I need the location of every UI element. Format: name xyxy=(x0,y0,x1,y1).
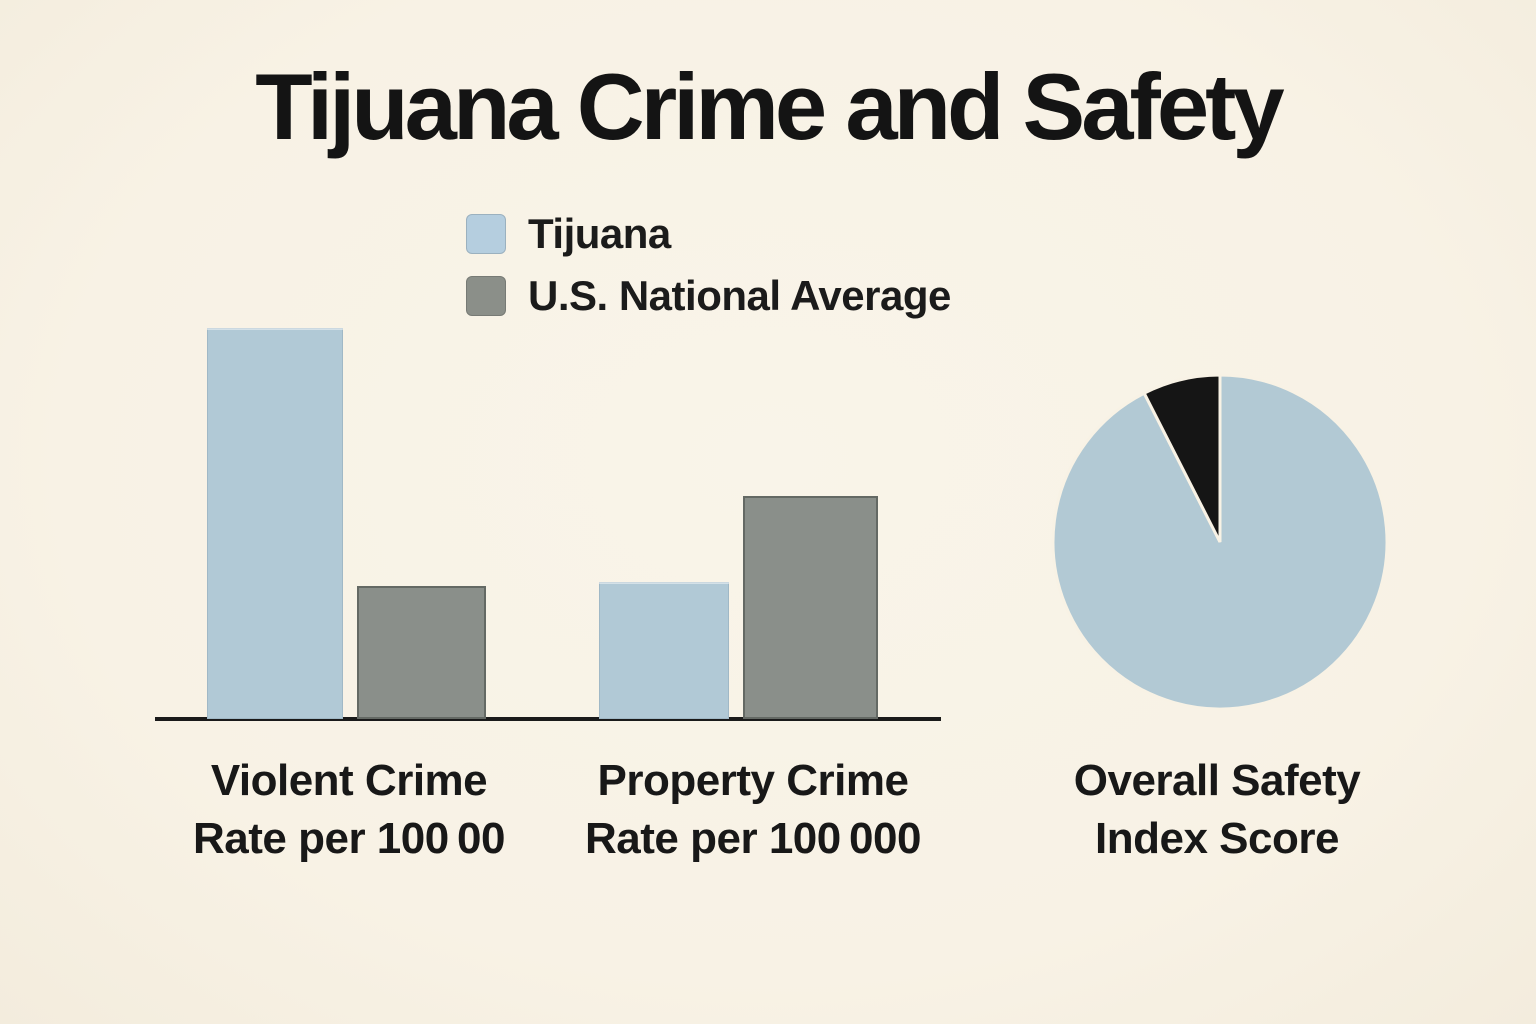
category-label-property-crime: Property Crime Rate per 100 000 xyxy=(533,752,973,868)
category-label-line: Violent Crime xyxy=(210,756,488,805)
pie-label-overall-safety: Overall Safety Index Score xyxy=(997,752,1437,868)
legend-swatch xyxy=(466,276,506,316)
pie-slice-black xyxy=(1142,373,1222,543)
bar-property-crime-tijuana xyxy=(599,582,729,719)
legend-item: U.S. National Average xyxy=(466,272,951,319)
category-label-line: Index Score xyxy=(1095,814,1339,863)
legend: Tijuana U.S. National Average xyxy=(466,210,951,338)
category-label-line: Rate per 100 000 xyxy=(585,814,921,863)
category-label-line: Property Crime xyxy=(597,756,909,805)
x-axis-line xyxy=(155,717,941,721)
safety-pie-chart xyxy=(1051,373,1389,711)
legend-item: Tijuana xyxy=(466,210,951,257)
legend-label: Tijuana xyxy=(528,210,671,257)
category-label-violent-crime: Violent Crime Rate per 100 00 xyxy=(129,752,569,868)
category-label-line: Overall Safety xyxy=(1073,756,1361,805)
legend-swatch xyxy=(466,214,506,254)
legend-label: U.S. National Average xyxy=(528,272,951,319)
bar-violent-crime-us-average xyxy=(357,586,486,719)
page-title: Tijuana Crime and Safety xyxy=(255,54,1284,159)
bar-property-crime-us-average xyxy=(743,496,878,719)
bar-violent-crime-tijuana xyxy=(207,328,343,719)
category-label-line: Rate per 100 00 xyxy=(193,814,505,863)
